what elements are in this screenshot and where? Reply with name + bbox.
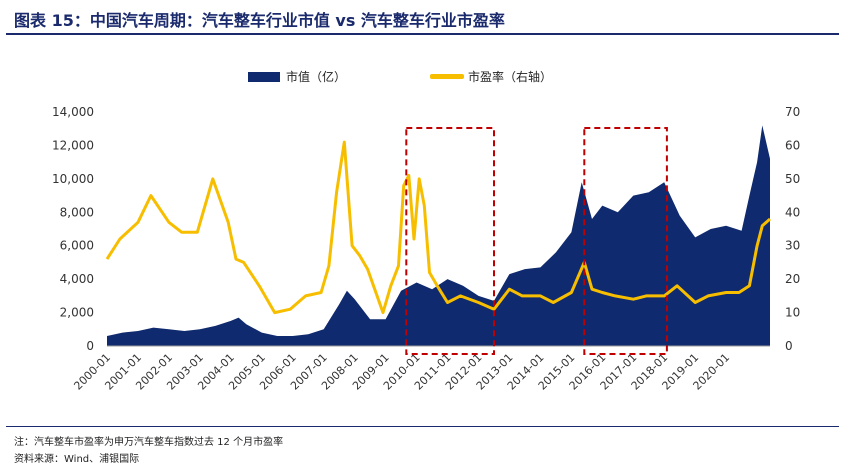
y-right-tick-label: 40 [785, 205, 800, 219]
legend-label-pe: 市盈率（右轴） [468, 69, 552, 84]
right-axis-ticks: 0 10 20 30 40 50 60 70 [785, 105, 800, 353]
y-left-tick-label: 14,000 [52, 105, 94, 119]
figure-title: 图表 15：中国汽车周期：汽车整车行业市值 vs 汽车整车行业市盈率 [14, 11, 505, 30]
pe-line [105, 140, 771, 315]
y-right-tick-label: 50 [785, 172, 800, 186]
y-left-tick-label: 0 [86, 339, 94, 353]
x-axis-ticks: 2000-012001-012002-012003-012004-012005-… [71, 351, 732, 393]
y-left-tick-label: 12,000 [52, 138, 94, 152]
y-right-tick-label: 30 [785, 239, 800, 253]
y-right-tick-label: 0 [785, 339, 793, 353]
left-axis-ticks: 0 2,000 4,000 6,000 8,000 10,000 12,000 14,000 [52, 105, 94, 353]
legend-label-market-cap: 市值（亿） [286, 69, 346, 84]
y-left-tick-label: 4,000 [60, 272, 94, 286]
plot-area [105, 125, 771, 355]
figure-header: 图表 15：中国汽车周期：汽车整车行业市值 vs 汽车整车行业市盈率 [0, 0, 845, 35]
y-right-tick-label: 60 [785, 138, 800, 152]
legend-swatch-pe [430, 74, 464, 79]
footer-divider [6, 426, 839, 427]
y-left-tick-label: 10,000 [52, 172, 94, 186]
footnote: 注：汽车整车市盈率为申万汽车整车指数过去 12 个月市盈率 [14, 437, 284, 448]
chart-svg: 市值（亿） 市盈率（右轴） 0 2,000 4,000 6,000 8,000 10,00… [52, 69, 800, 393]
legend: 市值（亿） 市盈率（右轴） [248, 69, 552, 84]
y-right-tick-label: 10 [785, 306, 800, 320]
legend-swatch-market-cap [248, 72, 280, 82]
y-left-tick-label: 8,000 [60, 205, 94, 219]
y-left-tick-label: 6,000 [60, 239, 94, 253]
y-right-tick-label: 20 [785, 272, 800, 286]
market-cap-area [107, 125, 770, 347]
title-divider [6, 33, 839, 35]
highlight-box [583, 127, 668, 355]
highlight-box [405, 127, 495, 355]
y-right-tick-label: 70 [785, 105, 800, 119]
y-left-tick-label: 2,000 [60, 306, 94, 320]
source-note: 资料来源：Wind、浦银国际 [14, 454, 140, 465]
